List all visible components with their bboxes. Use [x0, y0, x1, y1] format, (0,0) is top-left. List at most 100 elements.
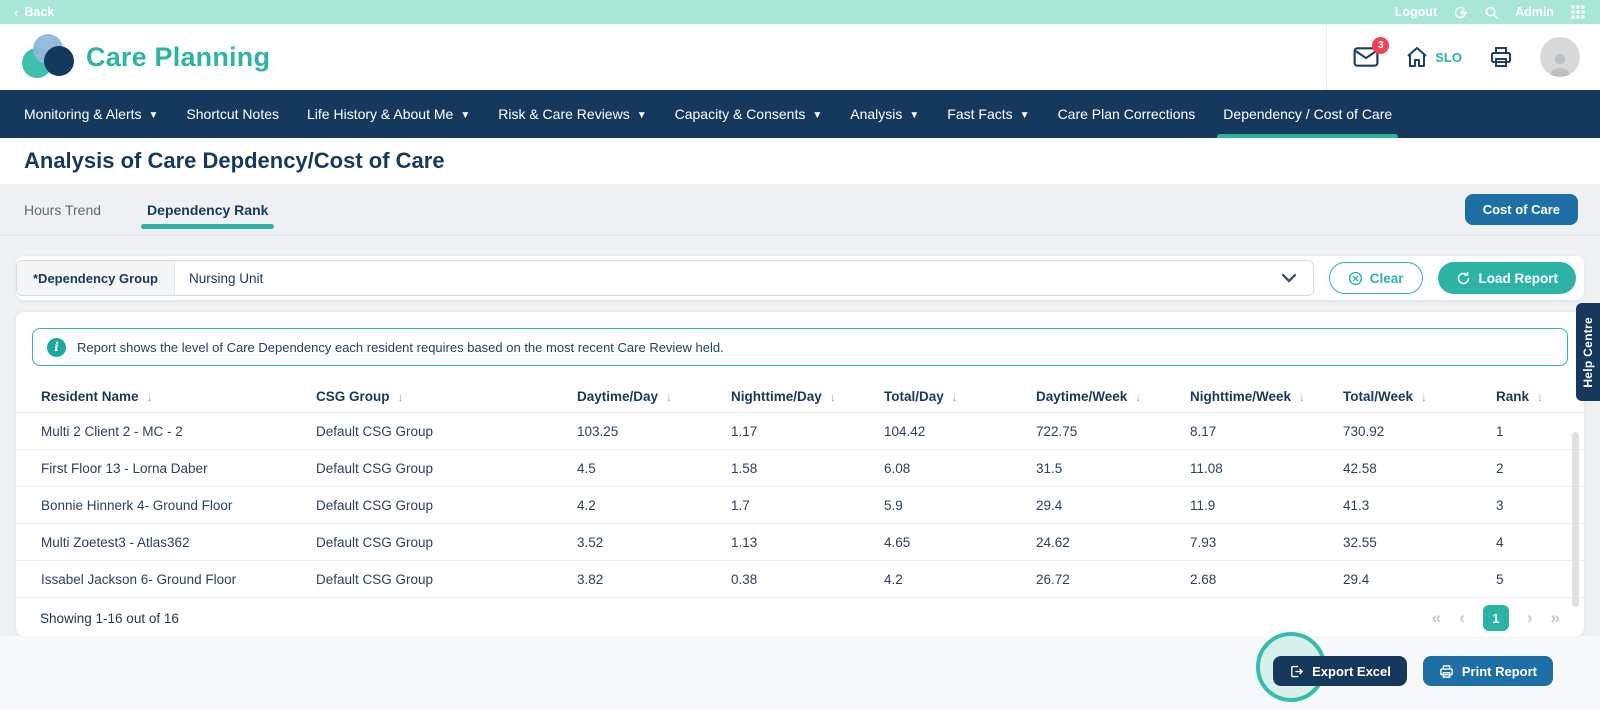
current-page-button[interactable]: 1 — [1483, 605, 1509, 631]
tab-dependency-rank[interactable]: Dependency Rank — [145, 184, 270, 235]
content-area: *Dependency Group Nursing Unit Clear Loa… — [0, 236, 1600, 636]
nav-life-history[interactable]: Life History & About Me▼ — [293, 90, 484, 138]
last-page-button[interactable]: » — [1551, 608, 1560, 628]
clear-button[interactable]: Clear — [1329, 262, 1423, 294]
chevron-down-icon: ▼ — [812, 110, 822, 121]
showing-count: Showing 1-16 out of 16 — [40, 611, 179, 626]
person-icon — [1545, 49, 1575, 77]
col-nighttime-week[interactable]: Nighttime/Week↓ — [1190, 389, 1343, 404]
sort-icon[interactable]: ↓ — [1421, 390, 1427, 404]
chevron-down-icon: ▼ — [637, 110, 647, 121]
sort-icon[interactable]: ↓ — [398, 390, 404, 404]
user-label[interactable]: Admin — [1515, 5, 1554, 19]
refresh-icon — [1456, 271, 1471, 286]
messages-badge: 3 — [1372, 37, 1389, 54]
first-page-button[interactable]: « — [1432, 608, 1441, 628]
sort-icon[interactable]: ↓ — [666, 390, 672, 404]
nav-capacity-consents[interactable]: Capacity & Consents▼ — [661, 90, 837, 138]
page-title: Analysis of Care Depdency/Cost of Care — [24, 148, 445, 174]
logout-icon[interactable] — [1453, 5, 1468, 20]
col-rank[interactable]: Rank↓ — [1496, 389, 1554, 404]
clear-icon — [1348, 271, 1363, 286]
top-utility-bar: ‹ Back Logout Admin — [0, 0, 1600, 24]
logo-mark-icon — [22, 34, 74, 80]
chevron-down-icon — [1265, 273, 1313, 283]
help-centre-label: Help Centre — [1581, 317, 1595, 388]
tab-hours-trend[interactable]: Hours Trend — [22, 184, 103, 235]
sort-icon[interactable]: ↓ — [1537, 390, 1543, 404]
resident-name: First Floor 13 - Lorna Daber — [41, 461, 316, 476]
prev-page-button[interactable]: ‹ — [1459, 608, 1465, 628]
search-icon[interactable] — [1484, 5, 1499, 20]
resident-name: Multi Zoetest3 - Atlas362 — [41, 535, 316, 550]
sort-icon[interactable]: ↓ — [830, 390, 836, 404]
app-name: Care Planning — [86, 42, 270, 73]
table-row[interactable]: Multi 2 Client 2 - MC - 2Default CSG Gro… — [16, 413, 1584, 450]
table-scrollbar[interactable] — [1572, 432, 1579, 607]
main-nav: Monitoring & Alerts▼ Shortcut Notes Life… — [0, 90, 1600, 138]
table-row[interactable]: Bonnie Hinnerk 4- Ground FloorDefault CS… — [16, 487, 1584, 524]
app-header: Care Planning 3 SLO — [0, 24, 1600, 90]
pagination: « ‹ 1 › » — [1432, 605, 1560, 631]
nav-care-plan-corrections[interactable]: Care Plan Corrections — [1044, 90, 1210, 138]
export-icon — [1289, 664, 1304, 679]
col-total-week[interactable]: Total/Week↓ — [1343, 389, 1496, 404]
table-header: Resident Name↓ CSG Group↓ Daytime/Day↓ N… — [16, 381, 1584, 413]
filter-bar: *Dependency Group Nursing Unit Clear Loa… — [16, 256, 1584, 300]
printer-icon — [1439, 664, 1454, 679]
info-banner-text: Report shows the level of Care Dependenc… — [77, 340, 724, 355]
nav-dependency-cost-of-care[interactable]: Dependency / Cost of Care — [1209, 90, 1406, 138]
col-csg-group[interactable]: CSG Group↓ — [316, 389, 577, 404]
sort-icon[interactable]: ↓ — [1299, 390, 1305, 404]
next-page-button[interactable]: › — [1527, 608, 1533, 628]
back-label: Back — [24, 5, 54, 19]
cost-of-care-button[interactable]: Cost of Care — [1465, 194, 1578, 225]
print-button-header[interactable] — [1488, 45, 1514, 69]
sort-icon[interactable]: ↓ — [952, 390, 958, 404]
sort-icon[interactable]: ↓ — [147, 390, 153, 404]
dependency-group-label: *Dependency Group — [17, 261, 175, 295]
table-footer: Showing 1-16 out of 16 « ‹ 1 › » — [16, 598, 1584, 638]
dependency-group-select[interactable]: *Dependency Group Nursing Unit — [16, 260, 1314, 296]
home-button[interactable]: SLO — [1405, 46, 1462, 68]
col-daytime-week[interactable]: Daytime/Week↓ — [1036, 389, 1190, 404]
home-label: SLO — [1435, 50, 1462, 65]
info-icon: i — [47, 338, 66, 357]
back-button[interactable]: ‹ Back — [14, 5, 54, 20]
dependency-group-value: Nursing Unit — [175, 271, 1265, 286]
resident-name: Multi 2 Client 2 - MC - 2 — [41, 424, 316, 439]
logout-button[interactable]: Logout — [1395, 5, 1437, 19]
nav-analysis[interactable]: Analysis▼ — [836, 90, 933, 138]
nav-shortcut-notes[interactable]: Shortcut Notes — [172, 90, 293, 138]
chevron-down-icon: ▼ — [149, 110, 159, 121]
app-logo[interactable]: Care Planning — [22, 34, 270, 80]
load-report-button[interactable]: Load Report — [1438, 262, 1577, 294]
report-card: i Report shows the level of Care Depende… — [16, 312, 1584, 636]
home-icon — [1405, 46, 1429, 68]
resident-name: Issabel Jackson 6- Ground Floor — [41, 572, 316, 587]
printer-icon — [1488, 45, 1514, 69]
avatar[interactable] — [1540, 37, 1580, 77]
table-row[interactable]: Multi Zoetest3 - Atlas362Default CSG Gro… — [16, 524, 1584, 561]
col-nighttime-day[interactable]: Nighttime/Day↓ — [731, 389, 884, 404]
nav-fast-facts[interactable]: Fast Facts▼ — [933, 90, 1043, 138]
chevron-down-icon: ▼ — [460, 110, 470, 121]
col-daytime-day[interactable]: Daytime/Day↓ — [577, 389, 731, 404]
col-total-day[interactable]: Total/Day↓ — [884, 389, 1036, 404]
nav-risk-care-reviews[interactable]: Risk & Care Reviews▼ — [484, 90, 660, 138]
col-resident-name[interactable]: Resident Name↓ — [41, 389, 316, 404]
export-excel-button[interactable]: Export Excel — [1273, 656, 1407, 686]
help-centre-tab[interactable]: Help Centre — [1576, 303, 1600, 401]
print-report-button[interactable]: Print Report — [1423, 656, 1553, 686]
chevron-left-icon: ‹ — [14, 5, 18, 20]
nav-monitoring-alerts[interactable]: Monitoring & Alerts▼ — [10, 90, 172, 138]
apps-grid-icon[interactable] — [1570, 4, 1586, 20]
messages-button[interactable]: 3 — [1353, 46, 1379, 68]
sort-icon[interactable]: ↓ — [1135, 390, 1141, 404]
table-row[interactable]: Issabel Jackson 6- Ground FloorDefault C… — [16, 561, 1584, 598]
resident-name: Bonnie Hinnerk 4- Ground Floor — [41, 498, 316, 513]
tab-strip: Hours Trend Dependency Rank Cost of Care — [0, 184, 1600, 236]
chevron-down-icon: ▼ — [909, 110, 919, 121]
footer-actions: Export Excel Print Report — [0, 636, 1600, 710]
table-row[interactable]: First Floor 13 - Lorna DaberDefault CSG … — [16, 450, 1584, 487]
